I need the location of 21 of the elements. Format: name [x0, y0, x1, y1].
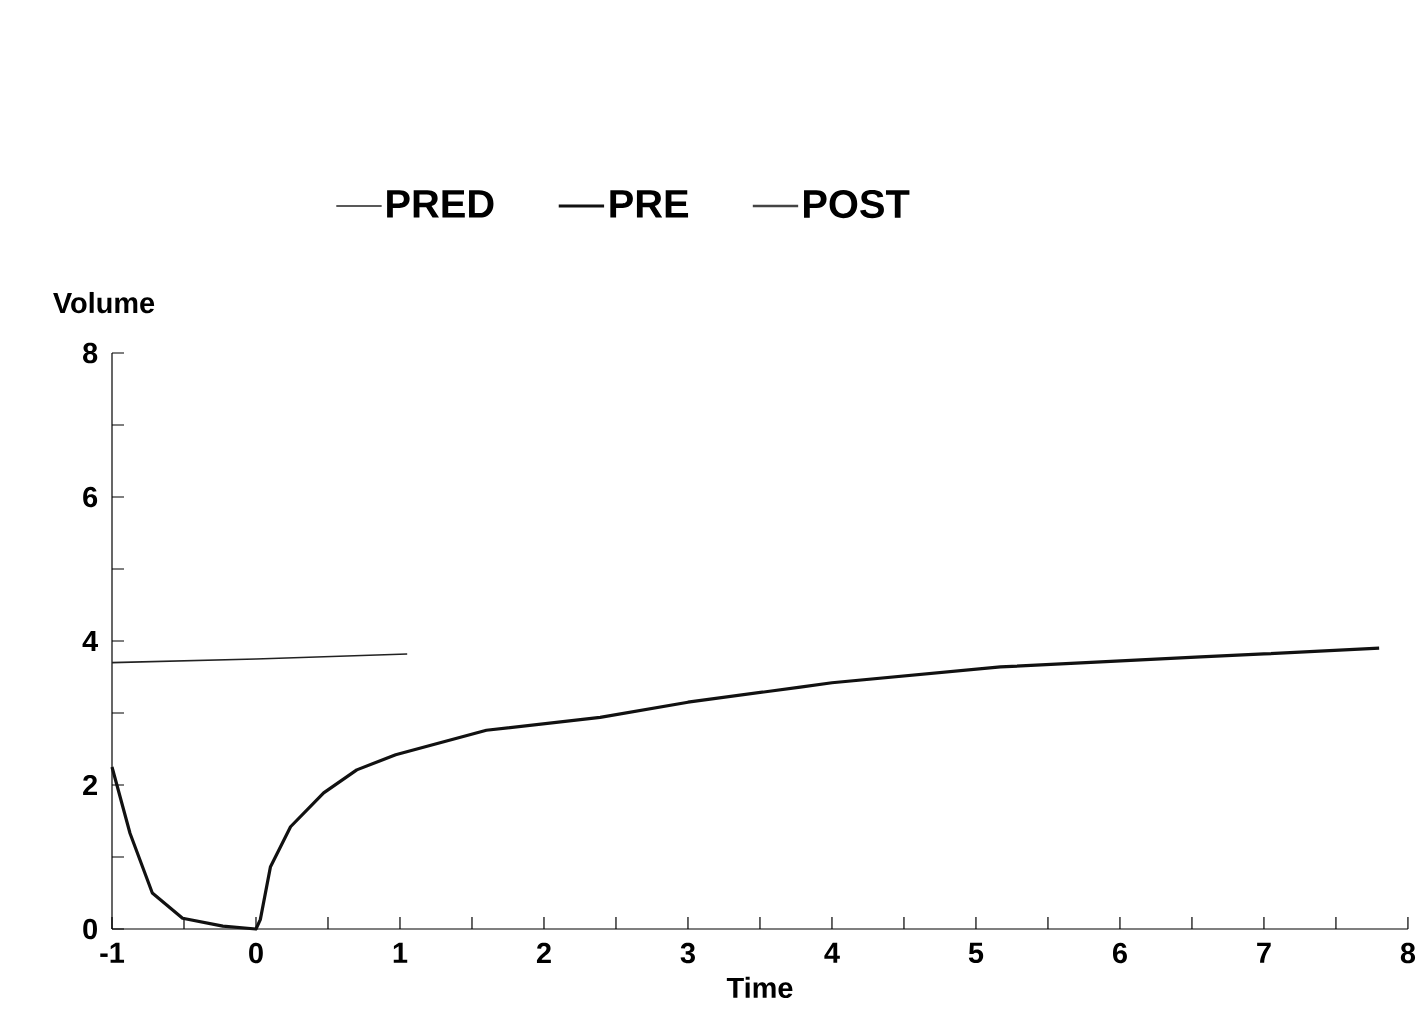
x-tick-label: 3 — [680, 942, 695, 964]
x-tick-label: 7 — [1257, 942, 1271, 963]
x-tick-label: 0 — [249, 942, 263, 964]
x-tick-label: 8 — [1400, 942, 1416, 964]
x-tick-label: 5 — [968, 942, 984, 963]
x-tick-label: -1 — [100, 942, 125, 963]
legend-label: POST — [804, 189, 910, 219]
y-axis-title: Volume — [53, 291, 155, 314]
y-tick-label: 4 — [82, 631, 99, 651]
line-series — [110, 646, 1381, 931]
x-tick-label: 2 — [536, 942, 551, 963]
x-tick-label: 6 — [1112, 942, 1127, 964]
x-axis-title: Time — [726, 976, 793, 999]
legend-label: PRED — [387, 190, 494, 218]
y-tick-label: 2 — [83, 774, 98, 796]
legend-label: PRE — [610, 190, 689, 218]
x-tick-label: 1 — [393, 942, 408, 963]
y-tick-label: 0 — [83, 918, 97, 940]
y-tick-label: 6 — [83, 486, 98, 508]
x-tick-label: 4 — [824, 942, 840, 963]
y-tick-label: 8 — [83, 342, 98, 364]
